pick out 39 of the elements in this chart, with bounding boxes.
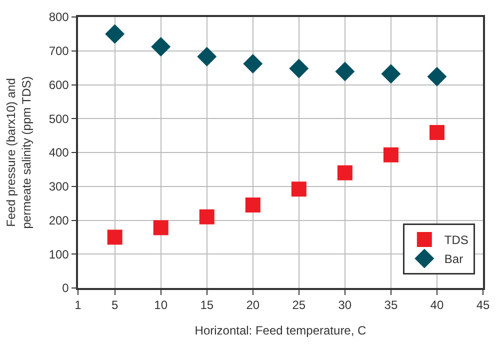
x-tick-label: 40 [430,298,444,312]
x-tick-label: 1 [74,298,82,312]
point [199,209,214,224]
x-tick-label: 10 [154,298,168,312]
point [197,46,217,66]
point [381,64,401,84]
legend-label: TDS [444,233,468,248]
y-tick-label: 200 [48,213,70,228]
x-tick-label: 5 [111,298,118,312]
point [151,37,171,57]
x-tick-label: 25 [292,298,306,312]
y-tick-label: 700 [48,44,70,58]
point [383,147,398,162]
point [153,220,168,236]
x-tick-label: 45 [476,298,490,312]
y-tick-label: 600 [48,78,70,92]
point [243,54,263,74]
point [429,125,444,140]
point [291,182,306,197]
x-tick-label: 20 [246,298,260,312]
x-tick-label: 35 [384,298,398,312]
point [337,165,352,180]
point [105,24,125,44]
y-tick-label: 800 [48,10,70,24]
point [427,66,447,86]
y-tick-label: 300 [48,180,70,194]
y-axis-title: Feed pressure (barx10) and permeate salinity (ppm TDS) [4,76,34,229]
y-tick-label: 400 [48,146,70,160]
point [107,230,122,245]
point [335,62,355,82]
point [289,58,309,78]
x-tick-label: 30 [338,298,352,312]
y-tick-label: 100 [48,247,70,262]
y-tick-label: 0 [62,281,70,296]
x-axis-title: Horizontal: Feed temperature, C [194,324,367,338]
x-tick-label: 15 [200,298,214,312]
legend-label: Bar [444,252,464,266]
point [245,198,260,213]
y-tick-label: 500 [48,112,70,126]
